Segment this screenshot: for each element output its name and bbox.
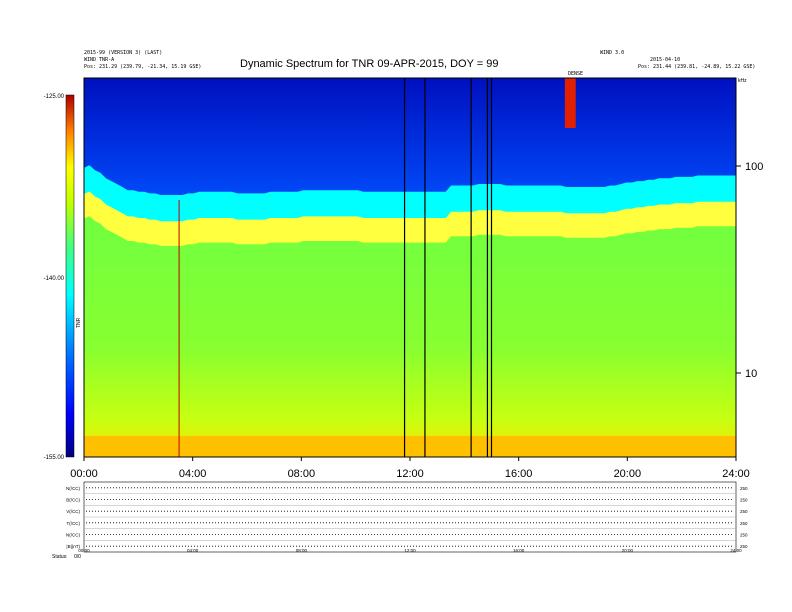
panel-left-label: T(/CC) [67,521,81,526]
y-unit: kHz [738,78,747,84]
panel-right-label: 250 [740,521,748,526]
colorbar-tick-mid: -140.00 [44,276,65,282]
panel-right-label: 250 [740,498,748,503]
x-tick-label: 00:00 [70,468,98,480]
panel-x-tick-label: 00:00 [78,548,90,553]
colorbar-tick-bottom: -155.00 [44,455,65,461]
panel-x-tick-label: 16:00 [513,548,525,553]
panel-x-tick-label: 04:00 [187,548,199,553]
panel-x-tick-label: 24:00 [730,548,742,553]
header-left-3: Pos: 231.29 (239.79, -21.34, 15.19 GSE) [84,64,202,70]
x-tick-label: 12:00 [396,468,424,480]
chart-title: Dynamic Spectrum for TNR 09-APR-2015, DO… [240,58,499,70]
header-right-3: Pos: 231.44 (239.81, -24.89, 15.22 GSE) [638,64,756,70]
panel-left-label: N(/CC) [66,486,80,491]
colorbar [65,94,75,458]
panel-left-label: V(/CC) [66,509,80,514]
x-tick-label: 04:00 [179,468,207,480]
colorbar-tick-top: -125.00 [44,94,65,100]
y-tick-100: 100 [745,161,763,173]
status-value: 0/0 [74,554,81,560]
x-tick-label: 16:00 [505,468,533,480]
x-tick-label: 08:00 [288,468,316,480]
panel-x-tick-label: 12:00 [404,548,416,553]
panel-left-label: N(/CC) [66,533,80,538]
header-right-2: 2015-04-10 [650,57,681,63]
header-left-1: 2015-99 (VERSION 3) (LAST) [84,50,163,56]
header-right-1: WIND 3.0 [600,50,625,56]
status-label: Status: [52,554,68,560]
y-tick-10: 10 [745,368,757,380]
header-left-2: WIND TNR-A [84,57,115,63]
dense-label: DENSE [568,71,584,77]
x-tick-label: 24:00 [722,468,750,480]
colorbar-label: TNR [76,317,82,328]
panel-right-label: 250 [740,509,748,514]
panel-left-label: B(/CC) [66,498,80,503]
panel-right-label: 250 [740,533,748,538]
panel-left-label: |B|(nT) [66,544,80,549]
panel-right-label: 250 [740,544,748,549]
panel-right-label: 250 [740,486,748,491]
panel-x-tick-label: 20:00 [622,548,634,553]
panel-x-tick-label: 08:00 [296,548,308,553]
x-tick-label: 20:00 [614,468,642,480]
